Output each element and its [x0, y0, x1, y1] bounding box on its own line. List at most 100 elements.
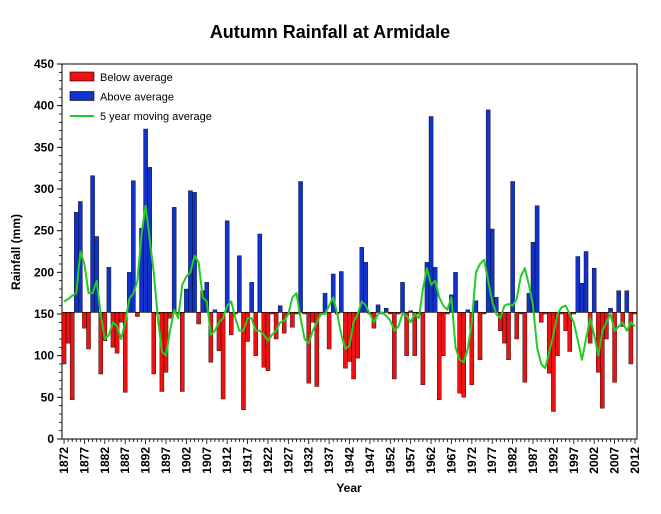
bar-above-average	[237, 255, 242, 313]
bar-above-average	[94, 236, 99, 313]
x-tick-label: 1992	[546, 447, 560, 474]
y-tick-label: 400	[34, 99, 54, 113]
legend-label: Below average	[100, 72, 173, 84]
x-tick-label: 1912	[220, 447, 234, 474]
plot-area	[61, 63, 638, 440]
x-axis-title: Year	[336, 481, 362, 495]
bar-below-average	[563, 312, 568, 331]
x-tick-label: 1962	[424, 447, 438, 474]
bar-above-average	[383, 307, 389, 313]
bar-above-average	[616, 290, 621, 313]
x-tick-label: 1947	[363, 447, 377, 474]
bar-below-average	[196, 312, 201, 325]
bar-above-average	[453, 272, 458, 313]
x-tick-label: 1967	[444, 447, 458, 474]
axes: 0 50 100 150 200 250 300 350 400 450 1872 1877 1882 1…	[34, 57, 642, 474]
bar-above-average	[249, 282, 254, 313]
y-tick-label: 50	[41, 390, 55, 404]
legend-item-moving-average: 5 year moving average	[70, 111, 212, 123]
moving-average-line	[63, 204, 636, 370]
bar-above-average	[375, 304, 381, 313]
bar-below-average	[69, 312, 75, 401]
bar-above-average	[579, 282, 585, 313]
x-tick-label: 1887	[118, 447, 132, 474]
bar-below-average	[538, 312, 544, 323]
x-tick-label: 1892	[139, 447, 153, 474]
bar-below-average	[310, 312, 316, 323]
x-tick-label: 1952	[383, 447, 397, 474]
bar-below-average	[392, 312, 397, 380]
bar-below-average	[628, 312, 634, 365]
x-tick-label: 1917	[241, 447, 255, 474]
bar-above-average	[184, 288, 189, 313]
x-tick-label: 1902	[179, 447, 193, 474]
bar-below-average	[253, 312, 258, 356]
bar-above-average	[510, 181, 515, 313]
x-tick-label: 1957	[404, 447, 418, 474]
x-tick-label: 2012	[628, 447, 642, 474]
bar-below-average	[290, 312, 295, 328]
x-tick-label: 1972	[465, 447, 479, 474]
bar-below-average	[220, 312, 226, 400]
bar-below-average	[441, 312, 446, 356]
bar-below-average	[82, 312, 87, 329]
bar-below-average	[522, 312, 528, 383]
bar-above-average	[171, 207, 177, 313]
x-tick-label: 1882	[98, 447, 112, 474]
bar-below-average	[355, 312, 360, 359]
bar-above-average	[473, 300, 479, 313]
x-tick-label: 1907	[200, 447, 214, 474]
x-tick-label: 1982	[506, 447, 520, 474]
y-axis-title: Rainfall (mm)	[9, 214, 23, 290]
bar-above-average	[277, 305, 283, 313]
y-tick-label: 100	[34, 349, 54, 363]
x-tick-label: 1997	[567, 447, 581, 474]
y-tick-label: 0	[47, 432, 54, 446]
bar-below-average	[180, 312, 185, 392]
y-tick-label: 200	[34, 265, 54, 279]
bar-below-average	[502, 312, 507, 344]
x-tick-label: 2007	[608, 447, 622, 474]
x-tick-label: 1897	[159, 447, 173, 474]
x-tick-label: 1872	[57, 447, 71, 474]
legend-swatch	[69, 91, 95, 101]
bar-below-average	[477, 312, 483, 361]
x-tick-label: 1937	[322, 447, 336, 474]
bar-above-average	[74, 212, 79, 313]
y-tick-label: 150	[34, 307, 54, 321]
bar-above-average	[591, 267, 597, 313]
bar-below-average	[65, 312, 71, 344]
bar-below-average	[118, 312, 124, 323]
bar-below-average	[343, 312, 348, 369]
bar-above-average	[624, 290, 630, 313]
bar-above-average	[465, 309, 471, 313]
legend-label: 5 year moving average	[100, 111, 212, 123]
bar-below-average	[86, 312, 91, 350]
bar-below-average	[135, 312, 140, 317]
bar-below-average	[420, 312, 426, 386]
x-tick-label: 2002	[587, 447, 601, 474]
bar-below-average	[151, 312, 157, 375]
bar-above-average	[608, 307, 613, 313]
chart-title: Autumn Rainfall at Armidale	[210, 22, 450, 42]
legend-item-above-average: Above average	[69, 91, 174, 104]
x-tick-label: 1987	[526, 447, 540, 474]
bar-above-average	[575, 256, 581, 313]
legend-label: Above average	[100, 92, 174, 104]
bar-above-average	[339, 271, 344, 313]
y-tick-label: 300	[34, 182, 54, 196]
bar-above-average	[583, 251, 589, 313]
bar-above-average	[224, 220, 230, 313]
bar-above-average	[188, 190, 193, 313]
bar-above-average	[534, 205, 540, 313]
bar-below-average	[326, 312, 332, 350]
bar-above-average	[298, 181, 303, 313]
x-tick-label: 1927	[281, 447, 295, 474]
x-tick-label: 1877	[77, 447, 91, 474]
bar-below-average	[506, 312, 511, 361]
bar-above-average	[400, 282, 405, 313]
x-tick-label: 1932	[302, 447, 316, 474]
bar-below-average	[228, 312, 234, 336]
